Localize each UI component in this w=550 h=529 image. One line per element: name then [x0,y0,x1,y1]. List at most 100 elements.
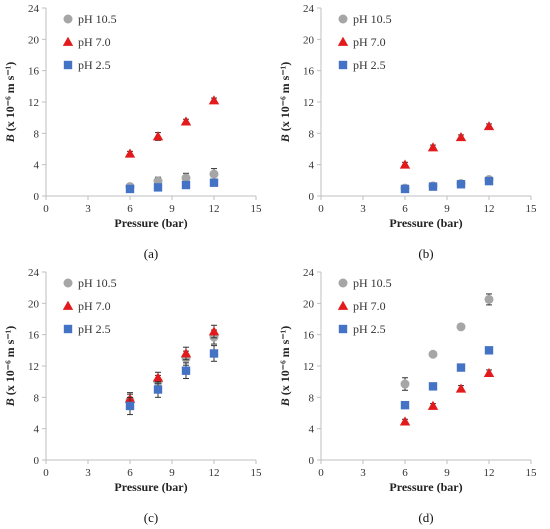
data-point [181,180,191,190]
y-tick-label: 0 [309,191,315,203]
data-point [208,326,220,336]
data-point [427,400,439,410]
x-tick-label: 3 [360,467,366,479]
data-point [180,116,192,126]
series-pH-2-5 [400,346,494,410]
series-pH-7-0 [124,324,220,406]
data-point [428,349,438,359]
x-tick-label: 12 [484,203,495,215]
y-axis-label: B (x 10⁻⁶ m s⁻¹) [278,62,292,144]
y-tick-label: 16 [303,66,315,78]
x-tick-label: 6 [402,203,408,215]
data-point [455,383,467,393]
y-tick-label: 4 [34,160,40,172]
y-tick-label: 8 [309,128,315,140]
x-tick-label: 3 [85,203,91,215]
data-point [152,131,164,141]
panel-label: (d) [418,510,433,525]
y-axis-label: B (x 10⁻⁶ m s⁻¹) [3,62,17,144]
data-point [400,379,410,389]
series-pH-7-0 [399,121,495,169]
legend-marker [63,60,73,70]
data-point [153,385,163,394]
x-tick-label: 12 [209,467,220,479]
legend-entry: pH 10.5 [353,12,392,26]
y-tick-label: 24 [303,3,315,15]
y-tick-label: 4 [309,424,315,436]
panel-0: 0 4 8 12 16 20 24 0 3 6 9 12 15 Pressure (bar) B (x 10… [3,3,262,261]
series-pH-10-5 [400,175,494,193]
legend-marker [63,14,73,24]
y-tick-label: 4 [34,424,40,436]
y-tick-label: 16 [303,330,315,342]
y-axis-label: B (x 10⁻⁶ m s⁻¹) [278,326,292,408]
x-tick-label: 15 [526,467,538,479]
series-pH-7-0 [399,367,495,426]
panel-1: 0 4 8 12 16 20 24 0 3 6 9 12 15 Pressure (bar) B (x 10… [278,3,537,261]
legend-entry: pH 7.0 [353,35,386,49]
legend-entry: pH 2.5 [353,58,386,72]
x-tick-label: 0 [43,467,49,479]
legend-entry: pH 7.0 [78,299,111,313]
series-pH-10-5 [400,293,494,391]
y-tick-label: 0 [34,455,40,467]
data-point [456,180,466,189]
panel-label: (a) [144,246,158,261]
x-tick-label: 3 [85,467,91,479]
data-point [181,366,191,375]
data-point [484,346,494,355]
data-point [399,416,411,426]
panel-2: 0 4 8 12 16 20 24 0 3 6 9 12 15 Pressure (bar) B (x 10… [3,267,262,525]
series-pH-2-5 [125,178,219,194]
y-tick-label: 24 [303,267,315,279]
legend-entry: pH 2.5 [353,322,386,336]
x-tick-label: 15 [251,203,263,215]
y-tick-label: 20 [303,298,315,310]
panel-label: (c) [144,510,158,525]
x-tick-label: 6 [127,203,133,215]
data-point [484,294,494,304]
data-point [400,400,410,410]
data-point [152,372,164,382]
x-tick-label: 9 [444,203,450,215]
y-tick-label: 8 [34,128,40,140]
data-point [125,184,135,194]
y-tick-label: 24 [28,3,40,15]
data-point [456,363,466,372]
x-tick-label: 9 [444,467,450,479]
series-pH-7-0 [124,95,220,158]
x-axis-label: Pressure (bar) [389,216,462,230]
legend-marker [338,60,348,70]
legend-entry: pH 2.5 [78,58,111,72]
data-point [209,349,219,358]
data-point [483,367,495,377]
y-tick-label: 4 [309,160,315,172]
y-tick-label: 20 [28,298,40,310]
y-tick-label: 12 [28,97,39,109]
x-tick-label: 9 [169,203,175,215]
legend-entry: pH 10.5 [78,12,117,26]
legend-marker [62,300,74,310]
x-tick-label: 6 [127,467,133,479]
legend-marker [338,14,348,24]
data-point [124,148,136,158]
x-tick-label: 15 [526,203,538,215]
data-point [209,178,219,187]
data-point [209,169,219,179]
x-tick-label: 15 [251,467,263,479]
legend-entry: pH 7.0 [353,299,386,313]
legend-entry: pH 2.5 [78,322,111,336]
series-pH-10-5 [125,329,219,408]
data-point [400,184,410,194]
x-tick-label: 12 [209,203,220,215]
x-tick-label: 0 [318,467,324,479]
legend-entry: pH 10.5 [78,276,117,290]
y-tick-label: 8 [309,392,315,404]
data-point [153,183,163,192]
x-axis-label: Pressure (bar) [389,480,462,494]
legend-marker [63,324,73,334]
data-point [428,382,438,391]
y-tick-label: 0 [34,191,40,203]
y-axis-label: B (x 10⁻⁶ m s⁻¹) [3,326,17,408]
legend-marker [337,300,349,310]
